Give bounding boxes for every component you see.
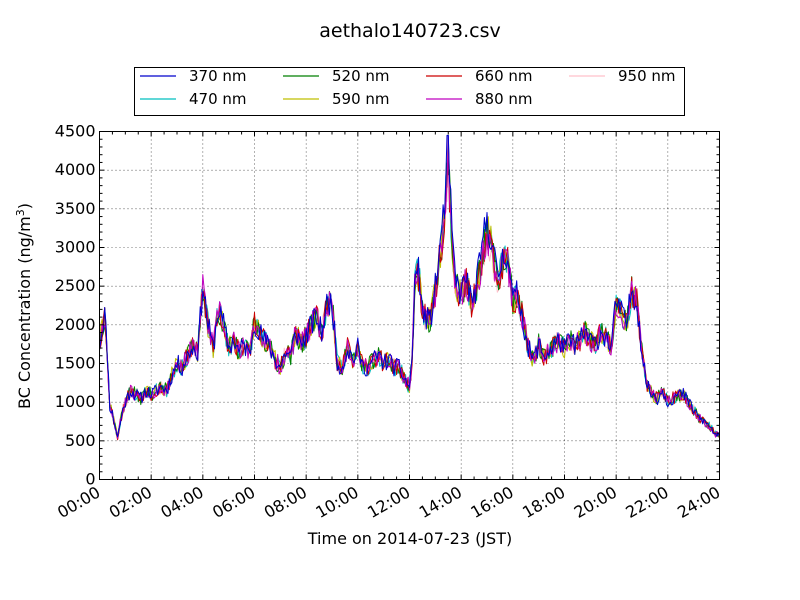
x-tick-label: 18:00 bbox=[519, 483, 568, 523]
x-tick-label: 10:00 bbox=[312, 483, 361, 523]
series-line-590-nm bbox=[99, 140, 720, 439]
series-line-370-nm bbox=[99, 134, 720, 438]
y-axis-label-end: ) bbox=[15, 203, 34, 209]
chart-title: aethalo140723.csv bbox=[319, 20, 501, 42]
y-tick-label: 0 bbox=[85, 470, 95, 489]
y-axis-label-main: BC Concentration (ng/m bbox=[15, 216, 34, 409]
y-tick-label: 500 bbox=[65, 431, 96, 450]
x-tick-label: 04:00 bbox=[157, 483, 206, 523]
legend-label: 660 nm bbox=[475, 67, 533, 85]
x-tick-label: 16:00 bbox=[467, 483, 516, 523]
y-tick-label: 1500 bbox=[55, 354, 96, 373]
y-tick-label: 3500 bbox=[55, 199, 96, 218]
y-tick-label: 4500 bbox=[55, 122, 96, 141]
legend-label: 590 nm bbox=[332, 90, 390, 108]
x-tick-label: 00:00 bbox=[54, 483, 103, 523]
series-line-880-nm bbox=[99, 135, 720, 439]
y-axis-label-sup: 3 bbox=[14, 209, 27, 216]
legend-label: 950 nm bbox=[618, 67, 676, 85]
series-lines bbox=[99, 134, 720, 441]
y-tick-label: 2500 bbox=[55, 276, 96, 295]
x-tick-label: 14:00 bbox=[416, 483, 465, 523]
x-tick-label: 02:00 bbox=[106, 483, 155, 523]
series-line-470-nm bbox=[99, 134, 720, 440]
legend-label: 470 nm bbox=[189, 90, 247, 108]
x-tick-label: 20:00 bbox=[571, 483, 620, 523]
y-axis-label: BC Concentration (ng/m3) bbox=[14, 203, 34, 409]
axis-ticks: 00:00 02:00 04:00 06:00 08:00 10:00 12:00 14:00… bbox=[54, 122, 723, 523]
legend: 370 nm 470 nm 520 nm 590 nm 660 nm 880 nm 950 … bbox=[134, 67, 685, 116]
y-tick-label: 1000 bbox=[55, 392, 96, 411]
y-tick-label: 2000 bbox=[55, 315, 96, 334]
x-tick-label: 22:00 bbox=[622, 483, 671, 523]
x-tick-label: 12:00 bbox=[364, 483, 413, 523]
x-axis-label: Time on 2014-07-23 (JST) bbox=[307, 529, 512, 548]
legend-label: 520 nm bbox=[332, 67, 390, 85]
grid bbox=[99, 131, 720, 480]
x-tick-label: 24:00 bbox=[674, 483, 723, 523]
y-tick-label: 4000 bbox=[55, 160, 96, 179]
legend-label: 370 nm bbox=[189, 67, 247, 85]
x-tick-label: 08:00 bbox=[261, 483, 310, 523]
legend-label: 880 nm bbox=[475, 90, 533, 108]
x-tick-label: 06:00 bbox=[209, 483, 258, 523]
y-tick-label: 3000 bbox=[55, 238, 96, 257]
